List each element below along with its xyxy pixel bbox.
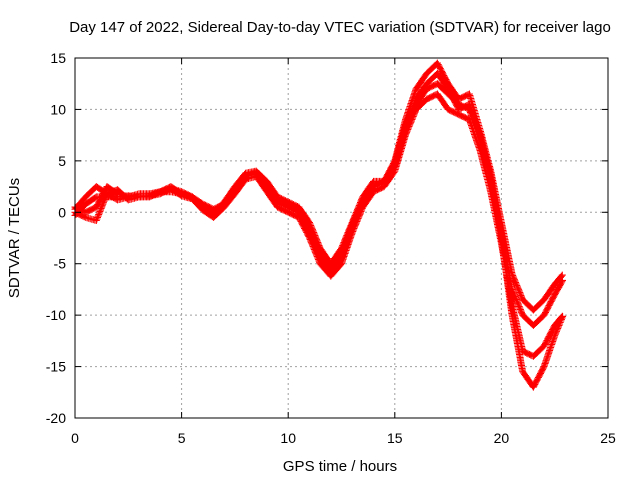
y-tick-label: 15 xyxy=(50,50,66,66)
y-tick-labels: -20 -15 -10 -5 0 5 10 15 xyxy=(46,50,66,426)
axis-ticks xyxy=(74,57,609,419)
chart-title: Day 147 of 2022, Sidereal Day-to-day VTE… xyxy=(69,19,611,36)
plot-frame xyxy=(74,57,609,419)
data-points xyxy=(71,59,567,391)
y-tick-label: 5 xyxy=(58,153,66,169)
y-tick-label: -15 xyxy=(46,359,66,375)
x-tick-label: 20 xyxy=(494,430,510,446)
y-tick-label: 0 xyxy=(58,204,66,220)
y-axis-title: SDTVAR / TECUs xyxy=(6,178,23,298)
series-track-4 xyxy=(71,69,567,391)
x-tick-label: 15 xyxy=(387,430,403,446)
y-tick-label: 10 xyxy=(50,101,66,117)
x-tick-label: 10 xyxy=(280,430,296,446)
x-axis-title: GPS time / hours xyxy=(283,458,397,475)
y-tick-label: -5 xyxy=(54,256,67,272)
x-tick-labels: 0 5 10 15 20 25 xyxy=(71,430,616,446)
series-markers xyxy=(71,69,567,391)
x-tick-label: 0 xyxy=(71,430,79,446)
series-track-3 xyxy=(71,90,566,360)
series-markers xyxy=(71,90,566,360)
y-tick-label: -10 xyxy=(46,307,66,323)
y-tick-label: -20 xyxy=(46,410,66,426)
grid xyxy=(75,58,608,418)
x-tick-label: 25 xyxy=(600,430,616,446)
x-tick-label: 5 xyxy=(178,430,186,446)
